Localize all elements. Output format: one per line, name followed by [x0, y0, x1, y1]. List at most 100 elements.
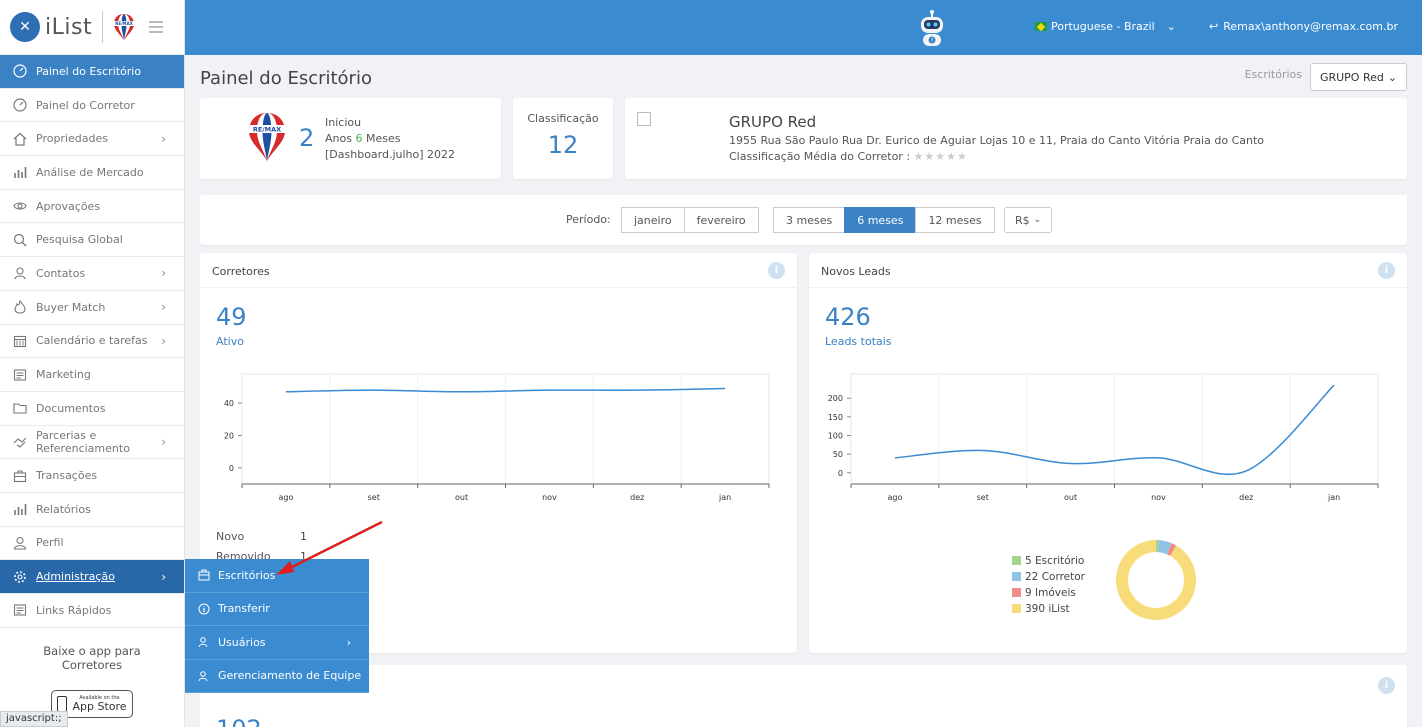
sidebar-item-label: Contatos [36, 266, 86, 280]
chevron-right-icon: › [161, 266, 166, 281]
legend-item: 5 Escritório [1012, 553, 1085, 569]
x-tick-label: ago [887, 493, 902, 502]
y-tick-label: 20 [224, 431, 234, 440]
x-tick-label: dez [1239, 493, 1253, 502]
logout-arrow-icon: ↩ [1208, 20, 1219, 33]
sidebar-item-propriedades[interactable]: Propriedades › [0, 122, 184, 157]
y-tick-label: 50 [833, 450, 843, 459]
handshake-icon [12, 434, 28, 450]
sidebar-nav: Painel do Escritório Painel do Corretor … [0, 55, 184, 628]
month-button-fevereiro[interactable]: fevereiro [683, 207, 759, 233]
corretores-title: Corretores [212, 265, 270, 278]
menu-toggle-icon[interactable] [149, 21, 164, 33]
user-email: Remax\anthony@remax.com.br [1223, 20, 1398, 33]
sidebar-item-documentos[interactable]: Documentos [0, 392, 184, 426]
sidebar-item-pesquisa-global[interactable]: Pesquisa Global [0, 223, 184, 258]
chevron-down-icon: ⌄ [1166, 20, 1176, 33]
sidebar-item-transacoes[interactable]: Transações [0, 459, 184, 493]
legend-item: 22 Corretor [1012, 569, 1085, 585]
legend-label: 5 Escritório [1025, 555, 1085, 567]
sidebar-item-label: Análise de Mercado [36, 165, 144, 179]
user-menu[interactable]: ↩ Remax\anthony@remax.com.br [1209, 20, 1398, 33]
info-icon[interactable]: i [1378, 677, 1395, 694]
x-tick-label: out [455, 493, 468, 502]
sidebar-item-perfil[interactable]: Perfil [0, 527, 184, 561]
eye-icon [12, 198, 28, 214]
sidebar-item-label: Buyer Match [36, 300, 106, 314]
robot-assistant-icon[interactable]: ? [917, 9, 947, 47]
sidebar-item-label: Transações [36, 469, 98, 483]
sidebar-item-label: Parcerias e Referenciamento [36, 428, 130, 455]
legend-item: 9 Imóveis [1012, 585, 1085, 601]
sidebar-item-marketing[interactable]: Marketing [0, 358, 184, 392]
page-title: Painel do Escritório [200, 68, 372, 89]
sidebar-item-aprovacoes[interactable]: Aprovações [0, 190, 184, 224]
corretores-header: Corretores i [200, 253, 797, 288]
info-icon[interactable]: i [1378, 262, 1395, 279]
leads-donut-chart [1116, 540, 1196, 620]
brand-name[interactable]: iList [45, 14, 93, 40]
sidebar-item-calendario[interactable]: Calendário e tarefas › [0, 325, 184, 359]
brand-header: ✕ iList RE/MAX [0, 0, 184, 55]
range-button-6m[interactable]: 6 meses [844, 207, 917, 233]
annotation-arrow-icon [276, 520, 383, 575]
sidebar-item-label: Perfil [36, 536, 64, 550]
users-icon [198, 636, 210, 648]
sidebar-item-analise-mercado[interactable]: Análise de Mercado [0, 156, 184, 190]
appstore-small-text: Available on the [79, 694, 120, 701]
sidebar-item-label: Marketing [36, 368, 91, 382]
stat-value: 1 [300, 550, 307, 563]
x-tick-label: dez [630, 493, 644, 502]
office-rating: Classificação Média do Corretor : ★★★★★ [729, 150, 968, 163]
x-tick-label: jan [1327, 493, 1340, 502]
x-tick-label: out [1064, 493, 1077, 502]
legend-swatch [1012, 556, 1021, 565]
sidebar-item-relatorios[interactable]: Relatórios [0, 493, 184, 527]
sidebar-item-painel-corretor[interactable]: Painel do Corretor [0, 89, 184, 123]
chevron-right-icon: › [161, 131, 166, 146]
submenu-item-transferir[interactable]: Transferir [185, 592, 369, 626]
office-name: GRUPO Red [729, 113, 817, 131]
chevron-right-icon: › [161, 569, 166, 584]
tenure-years: 2 [299, 124, 315, 152]
ilist-logo-icon[interactable]: ✕ [10, 12, 40, 42]
info-icon[interactable]: i [768, 262, 785, 279]
offices-select[interactable]: GRUPO Red ⌄ [1310, 63, 1407, 91]
newspaper-icon [12, 367, 28, 383]
app-download-text: Baixe o app para Corretores [43, 643, 141, 672]
sidebar-item-contatos[interactable]: Contatos › [0, 257, 184, 291]
x-tick-label: ago [278, 493, 293, 502]
sidebar-item-links-rapidos[interactable]: Links Rápidos [0, 594, 184, 628]
sidebar-item-buyer-match[interactable]: Buyer Match › [0, 291, 184, 325]
currency-select[interactable]: R$ ⌄ [1004, 207, 1053, 233]
tenure-months: 6 [355, 132, 363, 145]
submenu-item-usuarios[interactable]: Usuários › [185, 626, 369, 660]
classification-card: Classificação 12 [513, 98, 613, 179]
sidebar-item-label: Documentos [36, 401, 106, 415]
donut-slice [1157, 540, 1172, 555]
office-address: 1955 Rua São Paulo Rua Dr. Eurico de Agu… [729, 134, 1264, 147]
gauge-icon [12, 63, 28, 79]
sidebar-item-label: Calendário e tarefas [36, 334, 148, 348]
x-tick-label: nov [1151, 493, 1166, 502]
y-tick-label: 0 [838, 469, 843, 478]
tenure-date: [Dashboard.julho] 2022 [325, 148, 456, 161]
sidebar-item-label: Administração [36, 570, 115, 584]
svg-text:?: ? [931, 38, 934, 44]
submenu-item-gerenciamento-equipe[interactable]: Gerenciamento de Equipe [185, 659, 369, 693]
range-button-12m[interactable]: 12 meses [915, 207, 995, 233]
language-selector[interactable]: Portuguese - Brazil ⌄ [1035, 20, 1176, 33]
sidebar-item-administracao[interactable]: Administração › [0, 560, 184, 594]
appstore-badge[interactable]: Available on the App Store [51, 689, 133, 718]
range-button-3m[interactable]: 3 meses [773, 207, 846, 233]
sidebar-item-painel-escritorio[interactable]: Painel do Escritório [0, 55, 184, 89]
submenu-item-escritorios[interactable]: Escritórios [185, 559, 369, 593]
contacts-icon [12, 265, 28, 281]
sidebar-item-parcerias[interactable]: Parcerias e Referenciamento › [0, 426, 184, 460]
months-label: Meses [365, 132, 401, 145]
info-circle-icon [198, 603, 210, 615]
period-filter-bar: Período: janeiro fevereiro 3 meses 6 mes… [200, 195, 1407, 245]
brand-divider [102, 11, 104, 43]
sidebar-item-label: Painel do Corretor [36, 98, 135, 112]
month-button-janeiro[interactable]: janeiro [621, 207, 685, 233]
